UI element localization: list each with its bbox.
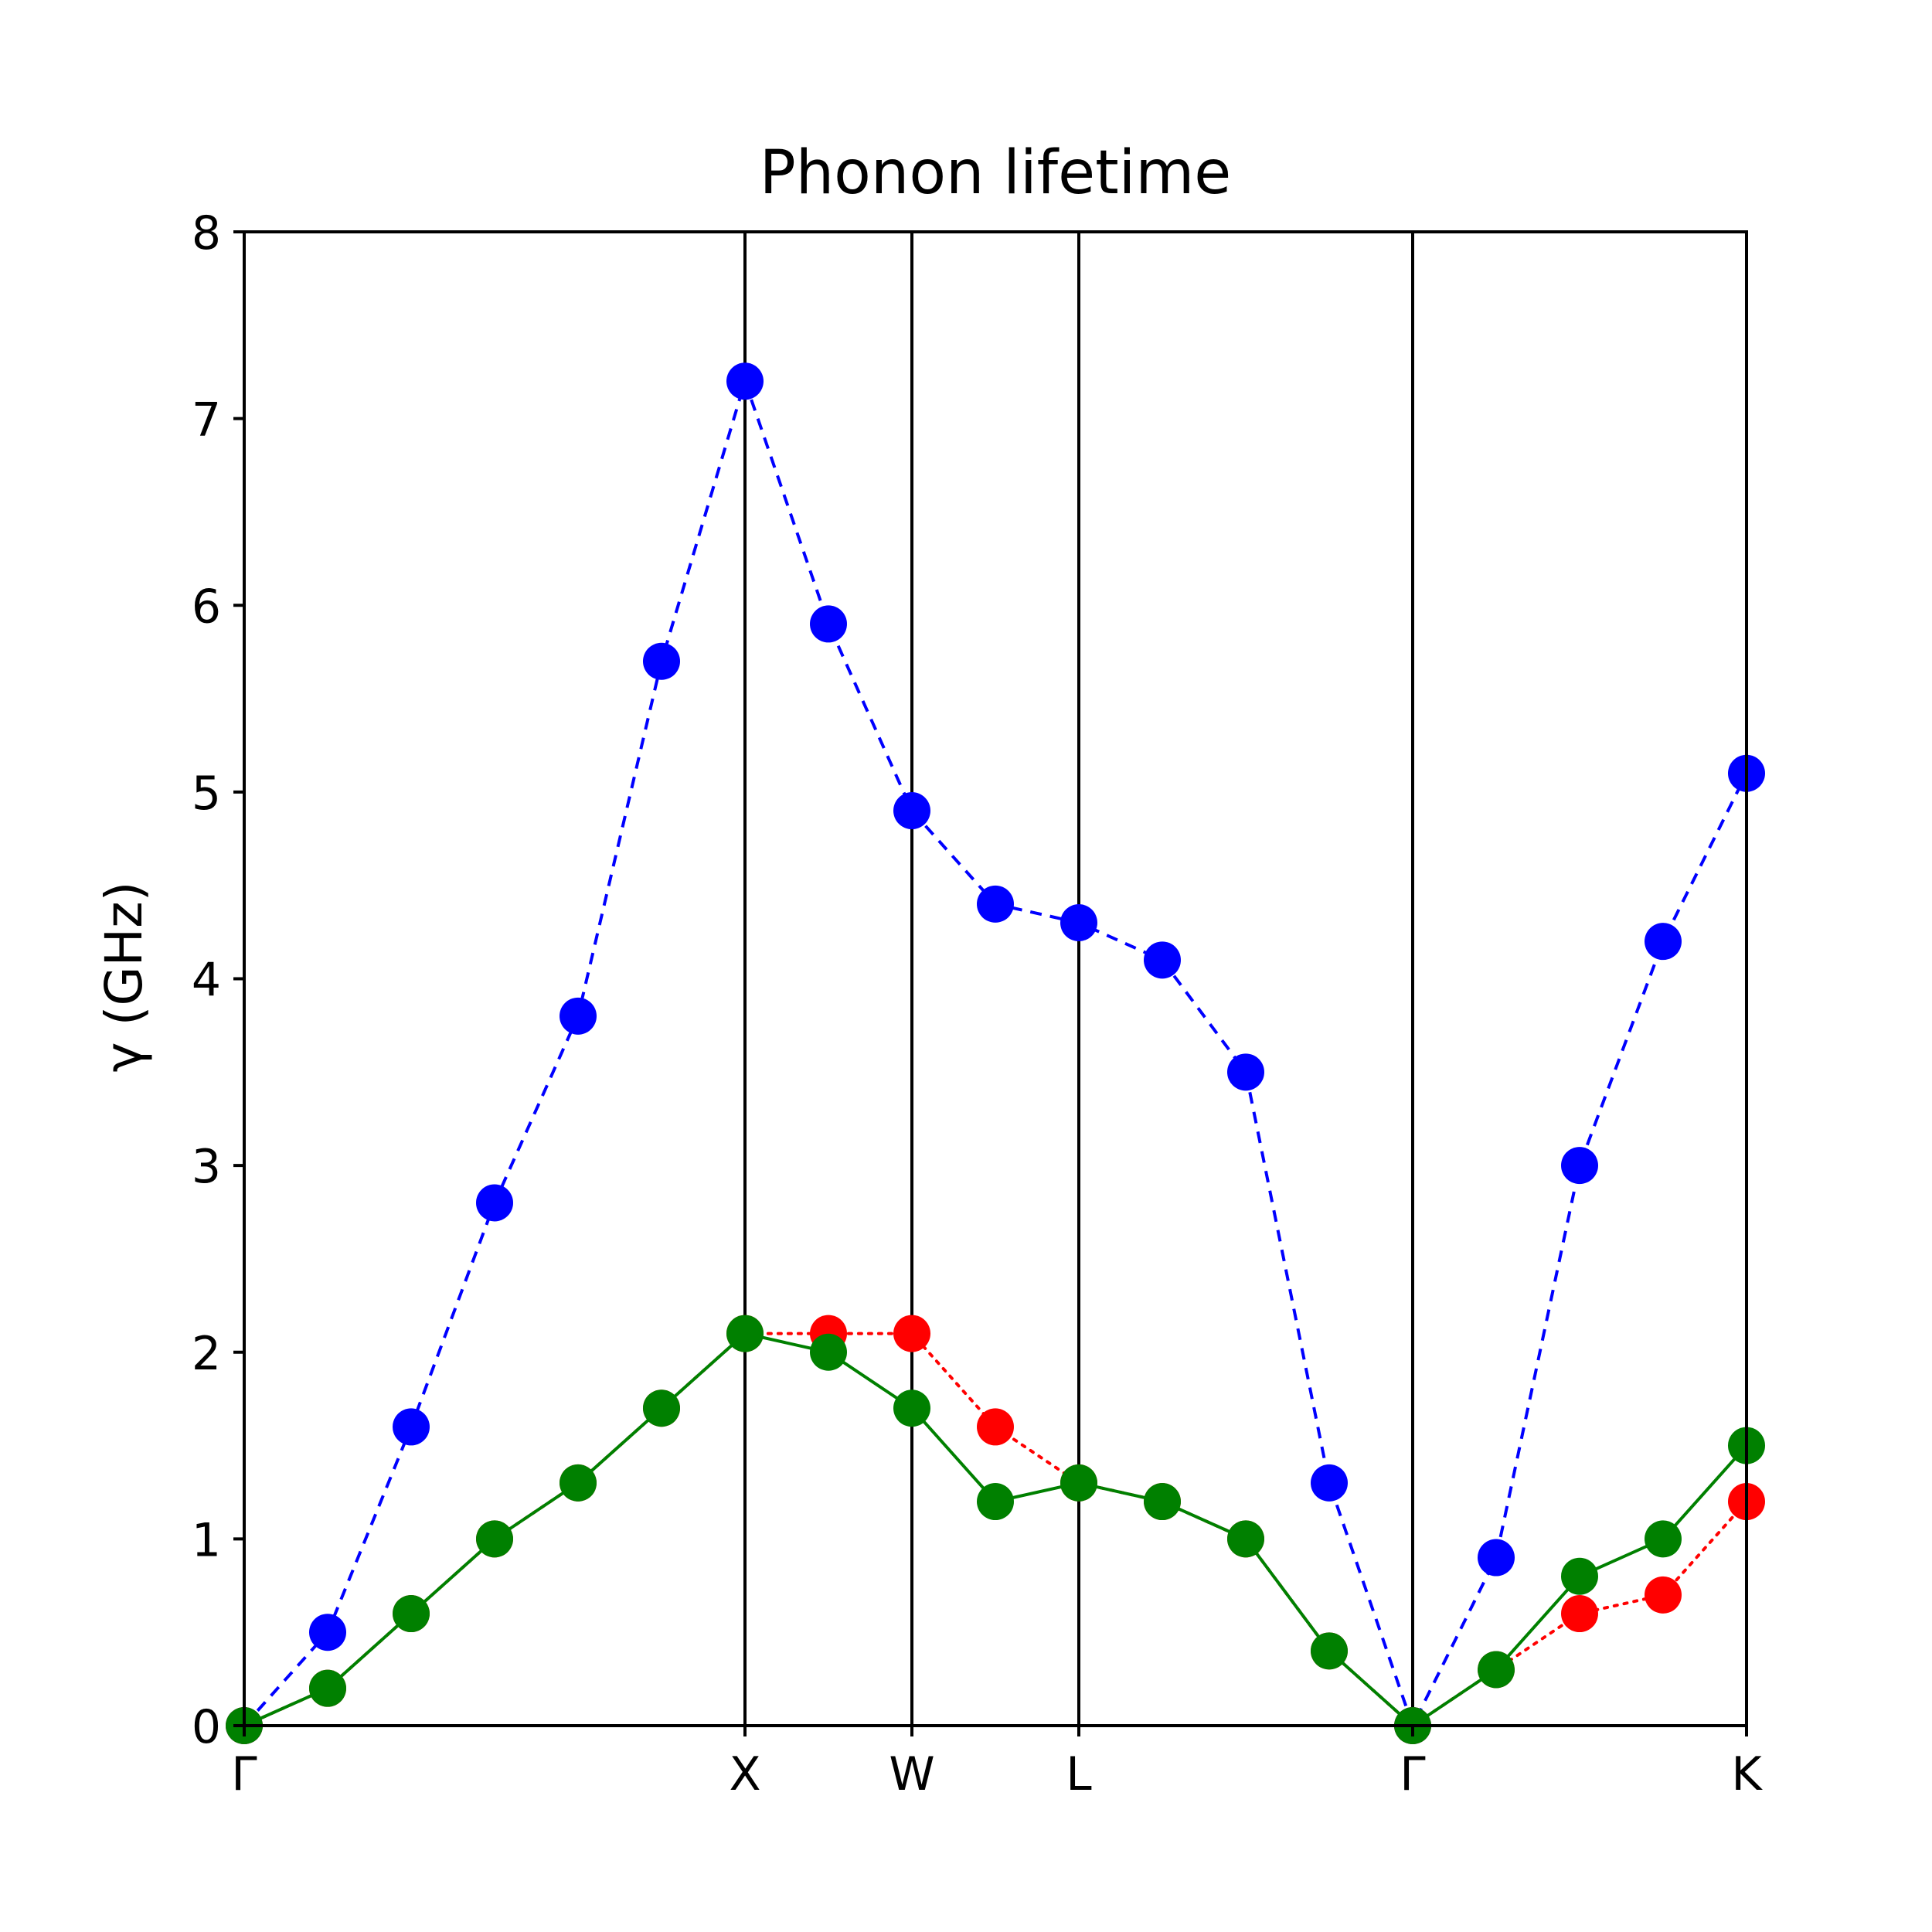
- data-point-s2-15: [1478, 1651, 1515, 1689]
- data-point-s2-1: [309, 1669, 346, 1707]
- y-tick-label-8: 8: [192, 206, 221, 260]
- x-tick-label-1: X: [729, 1747, 760, 1801]
- data-point-s2-5: [643, 1389, 680, 1427]
- data-point-s0-10: [1060, 904, 1097, 942]
- x-tick-label-5: K: [1731, 1747, 1763, 1801]
- y-tick-label-3: 3: [192, 1140, 221, 1194]
- data-point-s0-1: [309, 1614, 346, 1651]
- plot-area: 0 1 2 3 4 5 6 7 8 Γ X W L Γ K: [192, 206, 1765, 1801]
- data-point-s0-11: [1144, 941, 1181, 979]
- y-tick-label-7: 7: [192, 393, 221, 447]
- data-point-s0-2: [393, 1408, 430, 1446]
- data-point-s0-17: [1645, 923, 1682, 961]
- data-point-s0-16: [1561, 1147, 1598, 1185]
- data-point-s2-16: [1561, 1557, 1598, 1595]
- chart-title: Phonon lifetime: [760, 138, 1232, 208]
- y-tick-label-0: 0: [192, 1700, 221, 1754]
- data-point-s0-15: [1478, 1539, 1515, 1577]
- data-point-s2-17: [1645, 1520, 1682, 1558]
- x-tick-label-4: Γ: [1400, 1747, 1426, 1801]
- data-point-s0-3: [476, 1184, 513, 1222]
- data-point-s0-12: [1227, 1053, 1264, 1091]
- data-point-s2-11: [1144, 1483, 1181, 1521]
- data-point-s1-9: [977, 1408, 1014, 1446]
- data-point-s2-9: [977, 1483, 1014, 1521]
- y-tick-label-2: 2: [192, 1327, 221, 1381]
- data-point-s0-5: [643, 642, 680, 680]
- data-point-s2-8: [893, 1389, 930, 1427]
- series-line-0: [243, 376, 1748, 1730]
- series-line-1: [243, 1332, 1748, 1728]
- data-point-s0-7: [810, 605, 847, 643]
- data-point-s0-4: [560, 997, 597, 1035]
- data-point-s2-12: [1227, 1520, 1264, 1558]
- data-point-s0-9: [977, 885, 1014, 923]
- data-point-s1-16: [1561, 1595, 1598, 1633]
- data-point-s2-4: [560, 1464, 597, 1502]
- y-tick-label-5: 5: [192, 767, 221, 821]
- data-point-s2-7: [810, 1333, 847, 1371]
- x-tick-label-0: Γ: [231, 1747, 257, 1801]
- x-tick-label-2: W: [889, 1747, 934, 1801]
- data-point-s2-2: [393, 1595, 430, 1633]
- y-tick-label-4: 4: [192, 954, 221, 1008]
- data-point-s2-3: [476, 1520, 513, 1558]
- y-axis-label: γ (GHz): [94, 882, 154, 1073]
- data-point-s0-8: [893, 792, 930, 830]
- series-line-2: [243, 1332, 1748, 1728]
- x-tick-label-3: L: [1066, 1747, 1092, 1801]
- data-point-s0-6: [726, 362, 764, 400]
- data-point-s2-10: [1060, 1464, 1097, 1502]
- data-point-s2-6: [726, 1315, 764, 1352]
- data-point-s1-8: [893, 1315, 930, 1352]
- y-tick-label-6: 6: [192, 580, 221, 634]
- y-tick-label-1: 1: [192, 1513, 221, 1567]
- data-point-s0-13: [1311, 1464, 1348, 1502]
- data-point-s2-13: [1311, 1632, 1348, 1670]
- data-point-s1-17: [1645, 1576, 1682, 1614]
